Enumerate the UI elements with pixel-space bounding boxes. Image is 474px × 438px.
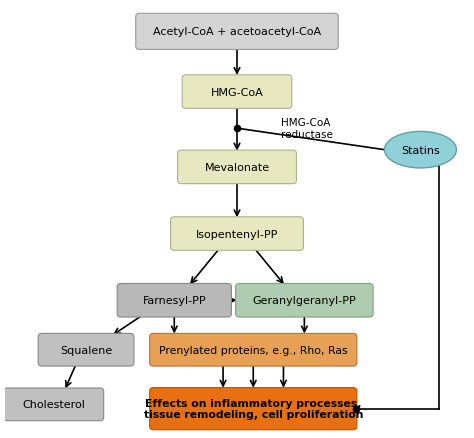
Text: Prenylated proteins, e.g., Rho, Ras: Prenylated proteins, e.g., Rho, Ras <box>159 345 347 355</box>
Text: Acetyl-CoA + acetoacetyl-CoA: Acetyl-CoA + acetoacetyl-CoA <box>153 27 321 37</box>
FancyBboxPatch shape <box>38 334 134 366</box>
FancyBboxPatch shape <box>117 284 231 317</box>
FancyBboxPatch shape <box>136 14 338 50</box>
FancyBboxPatch shape <box>150 388 357 430</box>
FancyBboxPatch shape <box>236 284 373 317</box>
Text: HMG-CoA: HMG-CoA <box>210 88 264 97</box>
Text: Farnesyl-PP: Farnesyl-PP <box>143 296 206 306</box>
Text: Isopentenyl-PP: Isopentenyl-PP <box>196 229 278 239</box>
Ellipse shape <box>384 132 456 169</box>
Text: Geranylgeranyl-PP: Geranylgeranyl-PP <box>253 296 356 306</box>
Text: Effects on inflammatory processes,
tissue remodeling, cell proliferation: Effects on inflammatory processes, tissu… <box>144 398 363 420</box>
Text: Mevalonate: Mevalonate <box>204 162 270 173</box>
Text: Squalene: Squalene <box>60 345 112 355</box>
Text: Cholesterol: Cholesterol <box>22 399 85 410</box>
FancyBboxPatch shape <box>182 76 292 109</box>
FancyBboxPatch shape <box>150 334 357 366</box>
FancyBboxPatch shape <box>171 217 303 251</box>
FancyBboxPatch shape <box>3 388 104 421</box>
Text: HMG-CoA
reductase: HMG-CoA reductase <box>281 118 333 140</box>
FancyBboxPatch shape <box>178 151 296 184</box>
Text: Statins: Statins <box>401 145 440 155</box>
